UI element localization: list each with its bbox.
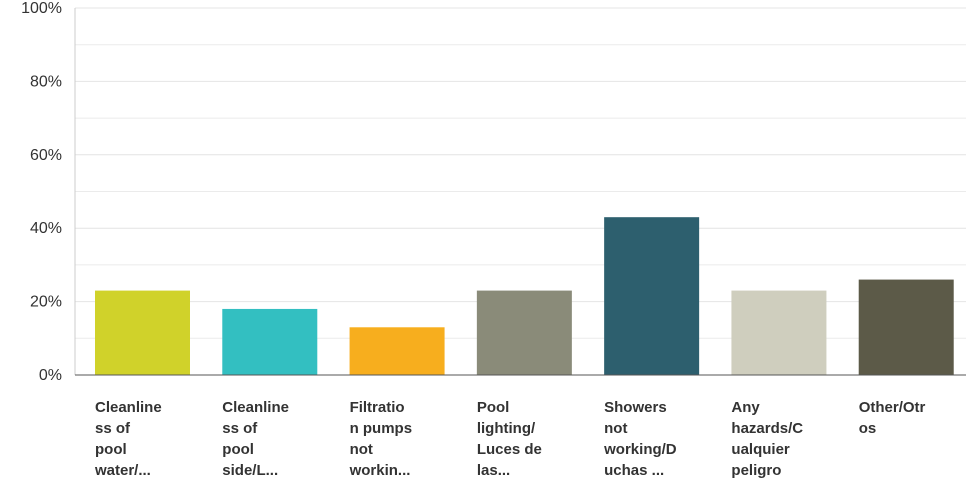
x-tick-label-line: las... xyxy=(477,462,510,479)
x-tick-label-line: Showers xyxy=(604,399,667,416)
y-tick-label: 0% xyxy=(39,367,62,384)
x-tick-label-line: Cleanline xyxy=(222,399,289,416)
x-tick-label-line: working/D xyxy=(603,441,677,458)
x-tick-label: Cleanline ss of pool water/... xyxy=(94,399,162,479)
bar xyxy=(731,290,827,375)
x-tick-label-line: Other/Otr xyxy=(859,399,926,416)
x-tick-label-line: ss of xyxy=(95,420,131,437)
x-tick-label-line: water/... xyxy=(94,462,151,479)
x-tick-label: Cleanline ss of pool side/L... xyxy=(222,399,289,479)
x-tick-label-line: hazards/C xyxy=(731,420,803,437)
x-tick-label: Other/Otr os xyxy=(859,399,926,437)
x-tick-label: Filtratio n pumps not workin... xyxy=(349,399,413,479)
y-tick-label: 100% xyxy=(21,0,62,17)
x-tick-label-line: Luces de xyxy=(477,441,542,458)
x-tick-label-line: n pumps xyxy=(350,420,413,437)
y-tick-label: 60% xyxy=(30,147,62,164)
x-tick-label-line: peligro xyxy=(731,462,781,479)
bar xyxy=(222,308,318,375)
x-tick-label-line: Cleanline xyxy=(95,399,162,416)
x-tick-label-line: pool xyxy=(222,441,254,458)
bar xyxy=(604,217,700,375)
bar xyxy=(95,290,190,375)
x-tick-label-line: ss of xyxy=(222,420,258,437)
bar xyxy=(858,279,954,375)
x-tick-label: Pool lighting/Luces de las... xyxy=(477,399,542,479)
x-tick-label-line: not xyxy=(604,420,627,437)
x-tick-label-line: lighting/ xyxy=(477,420,536,437)
x-tick-label-line: ualquier xyxy=(731,441,790,458)
x-tick-label-line: os xyxy=(859,420,877,437)
x-tick-label-line: uchas ... xyxy=(604,462,664,479)
x-tick-label: Showers not working/D uchas ... xyxy=(603,399,677,479)
x-tick-label-line: workin... xyxy=(349,462,411,479)
bar xyxy=(476,290,572,375)
x-tick-label-line: not xyxy=(350,441,373,458)
x-tick-label: Any hazards/C ualquier peligro xyxy=(731,399,803,479)
bar xyxy=(349,327,445,375)
x-tick-label-line: pool xyxy=(95,441,127,458)
x-tick-label-line: Pool xyxy=(477,399,510,416)
y-tick-label: 20% xyxy=(30,294,62,311)
y-tick-label: 80% xyxy=(30,73,62,90)
x-tick-label-line: Filtratio xyxy=(350,399,405,416)
x-tick-label-line: Any xyxy=(731,399,760,416)
y-tick-label: 40% xyxy=(30,220,62,237)
x-tick-label-line: side/L... xyxy=(222,462,278,479)
